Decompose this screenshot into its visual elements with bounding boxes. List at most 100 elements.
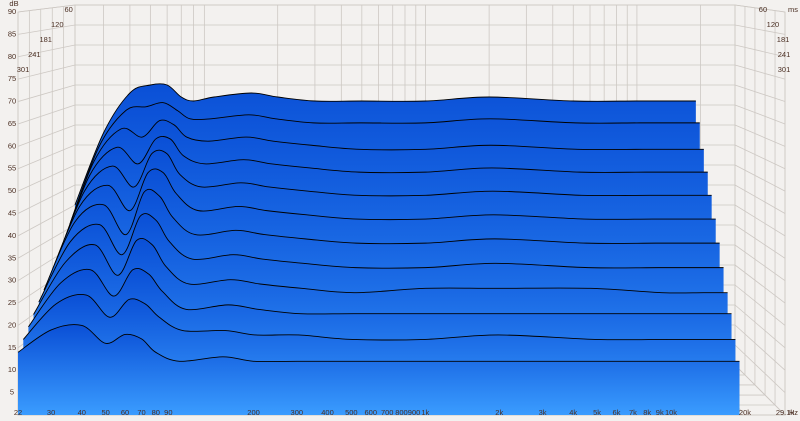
x-tick-label: 6k bbox=[613, 408, 621, 417]
slice-line bbox=[17, 324, 740, 363]
x-tick-label: 1k bbox=[421, 408, 429, 417]
x-tick-label: 3k bbox=[539, 408, 547, 417]
y-unit: dB bbox=[9, 0, 18, 8]
z-tick-label: 120 bbox=[767, 20, 780, 29]
z-tick-label: 241 bbox=[28, 50, 41, 59]
x-tick-label: 700 bbox=[381, 408, 394, 417]
x-tick-label: 200 bbox=[247, 408, 260, 417]
x-tick-label: 7k bbox=[629, 408, 637, 417]
slice-line bbox=[64, 119, 704, 240]
y-tick-label: 50 bbox=[8, 186, 16, 195]
right-wall-grid-line bbox=[734, 124, 786, 147]
right-wall-grid-line bbox=[734, 144, 786, 170]
x-tick-label: 4k bbox=[569, 408, 577, 417]
left-wall-grid-line bbox=[17, 104, 76, 125]
y-tick-label: 85 bbox=[8, 29, 16, 38]
x-tick-label: 600 bbox=[365, 408, 378, 417]
x-tick-label: 70 bbox=[137, 408, 145, 417]
x-tick-label: 8k bbox=[643, 408, 651, 417]
slice-line bbox=[48, 168, 716, 279]
x-tick-label: 80 bbox=[152, 408, 160, 417]
y-tick-label: 30 bbox=[8, 276, 16, 285]
x-tick-label: 60 bbox=[121, 408, 129, 417]
y-tick-label: 40 bbox=[8, 231, 16, 240]
left-wall-grid-line bbox=[17, 204, 76, 237]
slice-line bbox=[22, 294, 736, 341]
slice-line bbox=[53, 149, 712, 267]
slice-area bbox=[18, 324, 740, 415]
right-wall-grid-line bbox=[734, 324, 786, 371]
left-wall-grid-line bbox=[17, 224, 76, 259]
x-tick-label: 9k bbox=[656, 408, 664, 417]
y-tick-label: 5 bbox=[10, 388, 14, 397]
right-wall-grid-line bbox=[734, 264, 786, 304]
z-tick-label: 241 bbox=[778, 50, 791, 59]
right-wall-grid-line bbox=[734, 184, 786, 214]
z-tick-label: 181 bbox=[777, 35, 790, 44]
x-unit: Hz bbox=[789, 408, 798, 417]
x-tick-label: 90 bbox=[164, 408, 172, 417]
left-wall-grid-line bbox=[17, 164, 76, 192]
y-tick-label: 45 bbox=[8, 208, 16, 217]
right-wall-grid-line bbox=[734, 164, 786, 192]
x-tick-label: 22 bbox=[14, 408, 22, 417]
x-tick-label: 900 bbox=[408, 408, 421, 417]
left-wall-grid-line bbox=[17, 4, 76, 13]
x-tick-label: 29.1k bbox=[776, 408, 795, 417]
x-tick-label: 10k bbox=[665, 408, 677, 417]
slices bbox=[17, 83, 740, 415]
y-tick-label: 55 bbox=[8, 164, 16, 173]
y-tick-label: 15 bbox=[8, 343, 16, 352]
right-wall-grid-line bbox=[734, 304, 786, 349]
right-wall-grid-line bbox=[734, 204, 786, 237]
right-wall-grid-line bbox=[734, 344, 786, 393]
x-tick-label: 30 bbox=[47, 408, 55, 417]
x-tick-label: 800 bbox=[395, 408, 408, 417]
slice-line bbox=[28, 267, 732, 328]
z-tick-label: 301 bbox=[778, 65, 791, 74]
right-wall-grid-line bbox=[734, 224, 786, 259]
y-tick-label: 60 bbox=[8, 141, 16, 150]
floor-grid-line bbox=[734, 364, 786, 416]
z-tick-label: 181 bbox=[39, 35, 52, 44]
y-tick-label: 25 bbox=[8, 298, 16, 307]
y-tick-label: 70 bbox=[8, 97, 16, 106]
left-wall-grid-line bbox=[17, 144, 76, 170]
x-tick-label: 50 bbox=[101, 408, 109, 417]
z-tick-label: 301 bbox=[17, 65, 30, 74]
slice-line bbox=[59, 136, 708, 255]
labels: dB ms Hz 5 10 15 20 25 30 35 40 45 50 55 60 65 70 75 80… bbox=[8, 0, 798, 417]
slice-line bbox=[33, 237, 728, 315]
right-wall-grid-line bbox=[734, 244, 786, 281]
slice-line bbox=[69, 102, 700, 225]
left-wall-grid-line bbox=[17, 24, 76, 35]
z-unit: ms bbox=[788, 5, 798, 14]
y-tick-label: 90 bbox=[8, 7, 16, 16]
z-tick-label: 60 bbox=[64, 5, 72, 14]
y-tick-label: 80 bbox=[8, 52, 16, 61]
slice-line bbox=[38, 213, 724, 303]
left-wall-grid-line bbox=[17, 84, 76, 102]
z-tick-label: 120 bbox=[51, 20, 64, 29]
y-tick-label: 20 bbox=[8, 320, 16, 329]
x-tick-label: 400 bbox=[321, 408, 334, 417]
left-wall-grid-line bbox=[17, 124, 76, 147]
right-wall-grid-line bbox=[734, 4, 786, 13]
right-wall-grid-line bbox=[734, 284, 786, 326]
y-tick-label: 75 bbox=[8, 74, 16, 83]
x-tick-label: 2k bbox=[495, 408, 503, 417]
x-tick-label: 500 bbox=[345, 408, 358, 417]
z-tick-label: 60 bbox=[759, 5, 767, 14]
right-wall-grid-line bbox=[734, 44, 786, 58]
x-tick-label: 40 bbox=[78, 408, 86, 417]
y-tick-label: 65 bbox=[8, 119, 16, 128]
x-tick-label: 20k bbox=[739, 408, 751, 417]
y-tick-label: 10 bbox=[8, 365, 16, 374]
left-wall-grid-line bbox=[17, 44, 76, 58]
x-tick-label: 5k bbox=[593, 408, 601, 417]
right-wall-grid-line bbox=[734, 84, 786, 102]
x-tick-label: 300 bbox=[291, 408, 304, 417]
left-wall-grid-line bbox=[17, 64, 76, 80]
